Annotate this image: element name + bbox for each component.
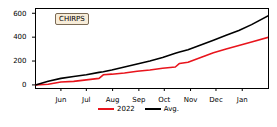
html-text:2022: 2022 bbox=[117, 105, 135, 113]
svg-text:Dec: Dec bbox=[209, 96, 223, 104]
svg-text:0: 0 bbox=[22, 81, 26, 89]
svg-text:Sep: Sep bbox=[132, 96, 146, 104]
svg-text:600: 600 bbox=[13, 10, 26, 18]
html-text:CHIRPS: CHIRPS bbox=[59, 15, 85, 23]
svg-text:Jan: Jan bbox=[236, 96, 248, 104]
svg-text:Oct: Oct bbox=[158, 96, 170, 104]
svg-text:200: 200 bbox=[13, 57, 26, 65]
html-text:Avg.: Avg. bbox=[163, 105, 179, 113]
svg-text:Jun: Jun bbox=[54, 96, 66, 104]
svg-text:Nov: Nov bbox=[184, 96, 198, 104]
svg-text:400: 400 bbox=[13, 33, 26, 41]
svg-text:Jul: Jul bbox=[81, 96, 91, 104]
svg-text:Aug: Aug bbox=[106, 96, 120, 104]
